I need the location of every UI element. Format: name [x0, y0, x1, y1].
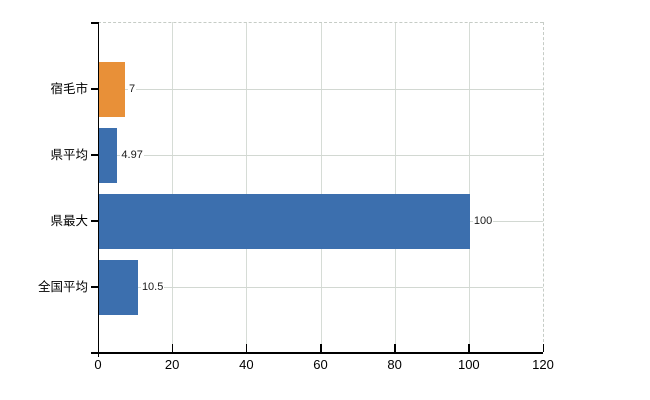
- x-axis-tick: [394, 344, 396, 352]
- x-axis-line: [91, 352, 543, 354]
- x-axis-tick-label: 20: [164, 357, 180, 372]
- category-label: 県最大: [50, 214, 88, 228]
- horizontal-gridline: [98, 287, 543, 288]
- x-axis-tick-label: 60: [313, 357, 328, 372]
- category-label: 県平均: [50, 148, 88, 162]
- x-axis-tick: [245, 344, 248, 352]
- y-axis-tick: [91, 154, 98, 156]
- horizontal-gridline: [98, 89, 543, 90]
- x-axis-tick-label: 40: [239, 357, 254, 372]
- vertical-gridline: [394, 22, 396, 352]
- value-label: 10.5: [140, 279, 165, 295]
- x-axis-tick-label: 120: [532, 357, 554, 372]
- x-axis-tick: [320, 344, 322, 352]
- value-label: 4.97: [120, 147, 144, 163]
- category-label: 宿毛市: [50, 82, 88, 96]
- plot-right-border: [543, 22, 544, 352]
- value-label: 7: [127, 81, 137, 97]
- y-axis-tick: [91, 88, 98, 90]
- horizontal-gridline: [98, 155, 543, 156]
- bar: [99, 61, 125, 117]
- y-axis-line: [97, 22, 99, 357]
- vertical-gridline: [172, 22, 174, 352]
- bar: [99, 193, 470, 249]
- value-label: 100: [472, 213, 494, 229]
- x-axis-tick-label: 100: [457, 357, 480, 372]
- x-axis-tick-label: 80: [387, 357, 402, 372]
- x-axis-tick: [171, 344, 174, 352]
- y-axis-top-tick: [91, 22, 98, 24]
- plot-top-border: [98, 22, 543, 23]
- vertical-gridline: [320, 22, 322, 352]
- y-axis-tick: [91, 220, 98, 222]
- x-axis-tick: [468, 344, 470, 352]
- bar: [99, 259, 138, 315]
- vertical-gridline: [468, 22, 470, 352]
- x-axis-tick: [542, 344, 544, 352]
- x-axis-tick-label: 0: [94, 357, 102, 372]
- category-label: 全国平均: [37, 280, 88, 294]
- y-axis-tick: [91, 286, 98, 288]
- vertical-gridline: [246, 22, 248, 352]
- bar: [99, 127, 118, 183]
